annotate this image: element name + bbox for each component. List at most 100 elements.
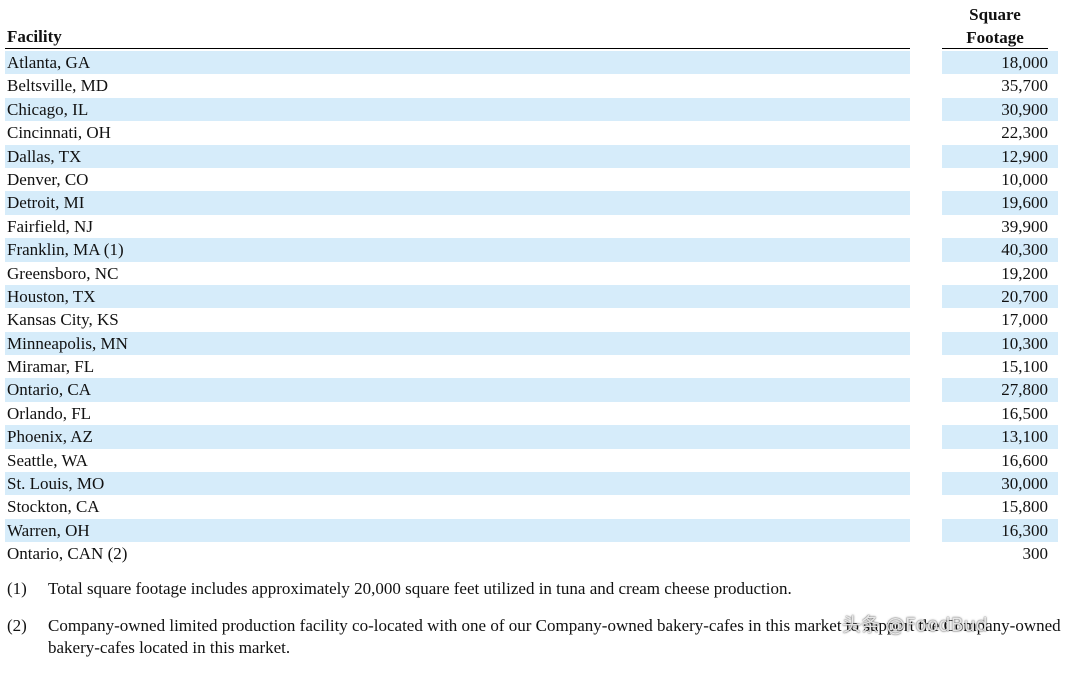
facility-cell: Orlando, FL <box>7 403 92 423</box>
row-shade-band <box>942 51 1058 75</box>
square-footage-cell: 27,800 <box>1001 380 1048 400</box>
row-shade-band <box>5 97 910 122</box>
table-row: Seattle, WA 16,600 <box>5 449 1058 472</box>
facility-cell: Fairfield, NJ <box>7 216 93 236</box>
square-footage-cell: 10,300 <box>1001 333 1048 353</box>
row-shade-band <box>5 472 910 496</box>
square-footage-header-line2: Footage <box>966 28 1024 47</box>
table-row: Kansas City, KS 17,000 <box>5 308 1058 331</box>
facility-cell: Miramar, FL <box>7 357 95 377</box>
table-row: Phoenix, AZ 13,100 <box>5 425 1058 449</box>
row-shade-band <box>5 378 910 402</box>
table-row: Minneapolis, MN 10,300 <box>5 331 1058 356</box>
square-footage-cell: 35,700 <box>1001 76 1048 96</box>
facility-cell: Ontario, CAN (2) <box>7 544 128 564</box>
row-shade-band <box>942 284 1058 309</box>
facility-cell: Chicago, IL <box>7 99 89 119</box>
row-shade-band <box>5 144 910 168</box>
square-footage-column-header: Square Footage <box>942 3 1048 49</box>
square-footage-cell: 15,800 <box>1001 497 1048 517</box>
table-row: Franklin, MA (1) 40,300 <box>5 238 1058 262</box>
table-row: Houston, TX 20,700 <box>5 284 1058 309</box>
row-shade-band <box>5 425 910 449</box>
square-footage-cell: 20,700 <box>1001 286 1048 306</box>
facility-cell: Atlanta, GA <box>7 53 91 72</box>
facility-cell: Denver, CO <box>7 169 89 189</box>
row-shade-band <box>5 284 910 309</box>
square-footage-cell: 300 <box>1022 544 1049 564</box>
table-row: Warren, OH 16,300 <box>5 518 1058 543</box>
facility-cell: Warren, OH <box>7 520 90 540</box>
facility-cell: Minneapolis, MN <box>7 333 128 353</box>
facilities-document: Facility Square Footage Atlanta, GA 18,00… <box>0 0 1080 657</box>
facility-cell: St. Louis, MO <box>7 474 105 494</box>
row-shade-band <box>942 331 1058 356</box>
square-footage-cell: 19,600 <box>1001 193 1048 213</box>
row-shade-band <box>942 191 1058 215</box>
footnote-2: (2) Company-owned limited production fac… <box>7 615 1067 659</box>
table-row: Miramar, FL 15,100 <box>5 355 1058 378</box>
square-footage-cell: 39,900 <box>1001 216 1048 236</box>
footnote-1-text: Total square footage includes approximat… <box>48 579 792 598</box>
footnote-1-marker: (1) <box>7 579 27 598</box>
row-shade-band <box>5 238 910 262</box>
square-footage-cell: 30,900 <box>1001 99 1048 119</box>
row-shade-band <box>942 425 1058 449</box>
facility-cell: Greensboro, NC <box>7 263 119 283</box>
facility-cell: Beltsville, MD <box>7 76 109 96</box>
table-row: Stockton, CA 15,800 <box>5 495 1058 518</box>
table-row: Chicago, IL 30,900 <box>5 97 1058 122</box>
footnote-2-marker: (2) <box>7 616 27 635</box>
row-shade-band <box>942 144 1058 168</box>
square-footage-header-rule <box>942 48 1048 49</box>
row-shade-band <box>942 518 1058 543</box>
square-footage-cell: 40,300 <box>1001 240 1048 260</box>
facility-cell: Seattle, WA <box>7 450 88 470</box>
facility-cell: Franklin, MA (1) <box>7 240 124 260</box>
square-footage-cell: 17,000 <box>1001 310 1048 330</box>
facility-cell: Stockton, CA <box>7 497 100 517</box>
table-row: Atlanta, GA 18,000 <box>5 51 1058 75</box>
facility-cell: Cincinnati, OH <box>7 123 111 143</box>
square-footage-cell: 18,000 <box>1001 53 1048 72</box>
footnote-1: (1) Total square footage includes approx… <box>7 578 1067 600</box>
row-shade-band <box>5 51 910 75</box>
table-row: Orlando, FL 16,500 <box>5 402 1058 425</box>
square-footage-cell: 19,200 <box>1001 263 1048 283</box>
square-footage-cell: 12,900 <box>1001 146 1048 166</box>
watermark: 头条 @FoodBud <box>842 614 988 636</box>
row-shade-band <box>942 97 1058 122</box>
square-footage-cell: 22,300 <box>1001 123 1048 143</box>
table-row: Beltsville, MD 35,700 <box>5 74 1058 97</box>
square-footage-cell: 30,000 <box>1001 474 1048 494</box>
square-footage-cell: 13,100 <box>1001 427 1048 447</box>
facility-header-rule <box>5 48 910 49</box>
table-row: Dallas, TX 12,900 <box>5 144 1058 168</box>
row-shade-band <box>942 238 1058 262</box>
table-row: Ontario, CA 27,800 <box>5 378 1058 402</box>
facility-cell: Phoenix, AZ <box>7 427 93 447</box>
facility-cell: Houston, TX <box>7 286 96 306</box>
square-footage-cell: 15,100 <box>1001 357 1048 377</box>
facility-cell: Dallas, TX <box>7 146 82 166</box>
square-footage-cell: 16,500 <box>1001 403 1048 423</box>
table-row: St. Louis, MO 30,000 <box>5 472 1058 496</box>
table-row: Cincinnati, OH 22,300 <box>5 121 1058 144</box>
facilities-table-body: Atlanta, GA 18,000 Beltsville, MD 35,700 Chi… <box>5 51 1058 566</box>
square-footage-cell: 16,300 <box>1001 520 1048 540</box>
row-shade-band <box>5 191 910 215</box>
table-row: Ontario, CAN (2) 300 <box>5 542 1058 565</box>
row-shade-band <box>5 518 910 543</box>
row-shade-band <box>942 472 1058 496</box>
table-row: Greensboro, NC 19,200 <box>5 262 1058 285</box>
row-shade-band <box>942 378 1058 402</box>
facility-cell: Ontario, CA <box>7 380 92 400</box>
row-shade-band <box>5 331 910 356</box>
square-footage-cell: 16,600 <box>1001 450 1048 470</box>
footnotes: (1) Total square footage includes approx… <box>7 578 1067 674</box>
facility-cell: Detroit, MI <box>7 193 85 213</box>
facility-column-header: Facility <box>7 27 62 46</box>
square-footage-cell: 10,000 <box>1001 169 1048 189</box>
table-header: Facility Square Footage <box>0 0 1080 50</box>
footnote-2-text: Company-owned limited production facilit… <box>48 616 1061 657</box>
